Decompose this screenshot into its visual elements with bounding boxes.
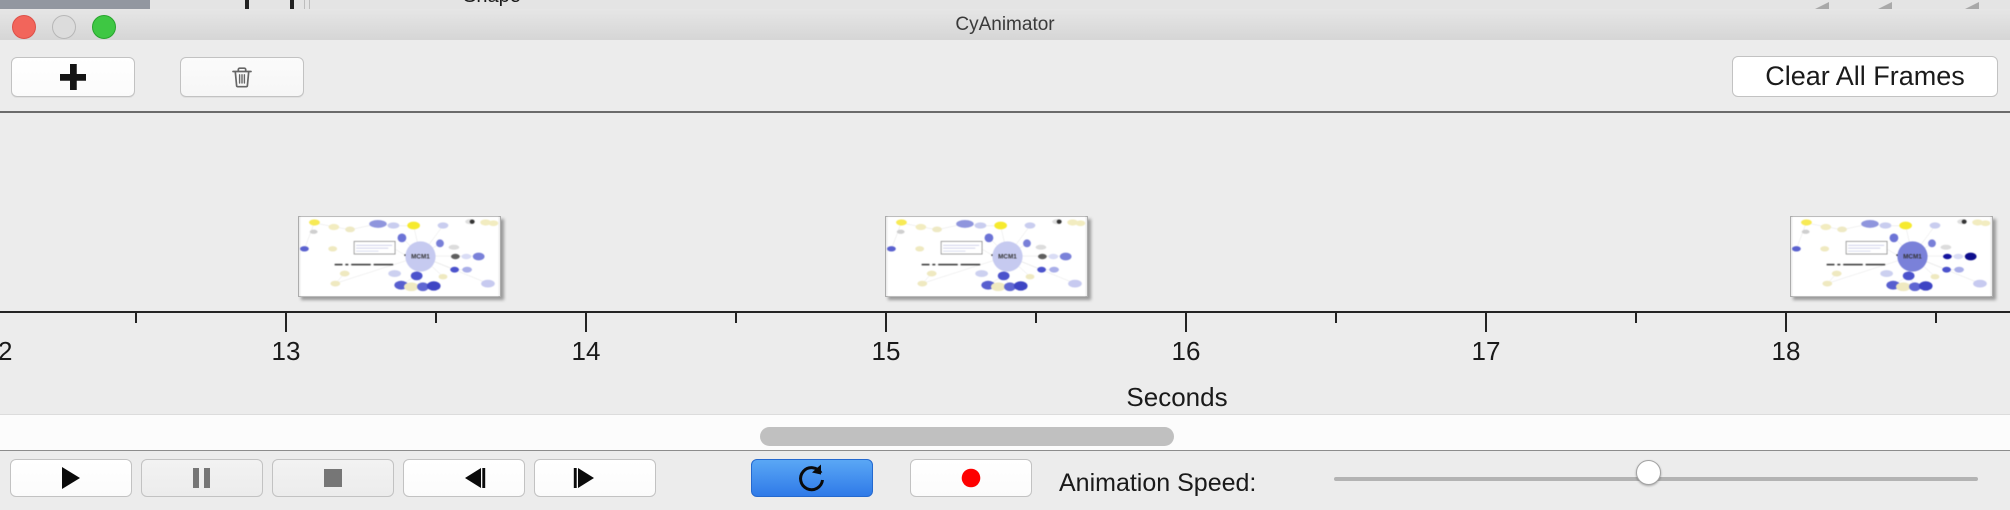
svg-text:MCM1: MCM1 xyxy=(411,253,430,260)
svg-text:MCM1: MCM1 xyxy=(1903,253,1922,260)
svg-text:MCM1: MCM1 xyxy=(998,253,1017,260)
